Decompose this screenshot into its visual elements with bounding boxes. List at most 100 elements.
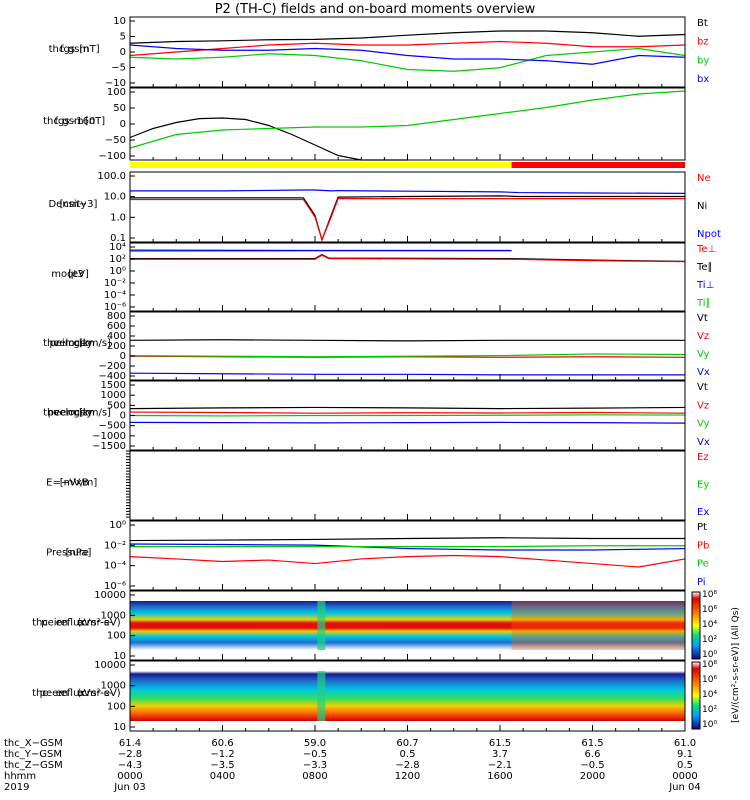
colorbar-title: [eV/(cm²-s-sr-eV)] (All Qs) [731, 607, 741, 723]
legend-entry-Ni: Ni [697, 201, 707, 212]
y-tick-label: 10 [113, 16, 126, 27]
y-axis-label-line: Density [48, 199, 86, 210]
series-line-by [129, 47, 686, 72]
colorbar-label: 10⁴ [702, 690, 717, 700]
y-tick-label: 10⁻⁴ [104, 561, 126, 572]
heatmap-gap [317, 671, 326, 721]
x-axis-value: 61.5 [489, 738, 511, 749]
x-axis-value: 1200 [395, 771, 420, 782]
x-axis-value: −2.1 [488, 760, 512, 771]
series-line-trace [129, 117, 408, 161]
legend-entry-Ne: Ne [697, 173, 711, 184]
y-axis-label-line: gsm [73, 338, 94, 349]
y-axis-label-line: gsm [68, 44, 89, 55]
legend-entry-Vz: Vz [697, 331, 709, 342]
y-tick-label: 400 [107, 331, 126, 342]
y-tick-label: 600 [107, 321, 126, 332]
y-tick-label: 100 [107, 631, 126, 642]
x-axis-value: 0000 [117, 771, 142, 782]
series-line-Vy [129, 353, 686, 358]
y-tick-label: 0 [120, 351, 126, 362]
heatmap-fill [130, 671, 685, 721]
y-axis-label-line: en [56, 688, 69, 699]
y-axis-label-line: thc [43, 116, 59, 127]
x-axis-value: −0.5 [580, 760, 604, 771]
y-axis-label-line: eV [78, 688, 91, 699]
y-axis-label-line: velocity [53, 338, 92, 349]
y-axis-label-line: [nT] [79, 44, 99, 55]
colorbar-label: 10⁶ [702, 605, 717, 615]
series-line-trace [129, 90, 686, 149]
x-axis-value: 59.0 [304, 738, 326, 749]
legend-entry-Pb: Pb [697, 540, 709, 551]
y-tick-label: 1000 [101, 610, 126, 621]
legend-entry-Vy: Vy [697, 419, 710, 430]
y-tick-label: 100.0 [97, 171, 126, 182]
legend-entry-Ti⊥: Ti⊥ [696, 280, 714, 291]
y-tick-label: 10⁻⁶ [104, 302, 126, 313]
y-axis-label-line: thc [49, 44, 65, 55]
y-tick-label: 1000 [101, 681, 126, 692]
x-axis-value: −3.5 [210, 760, 234, 771]
y-tick-label: 50 [113, 103, 126, 114]
x-axis-value: 61.4 [119, 738, 141, 749]
series-line-Vx [129, 421, 686, 424]
x-axis-value: 1600 [487, 771, 512, 782]
x-axis-value: 61.0 [674, 738, 696, 749]
series-line-Vt [129, 339, 685, 342]
x-axis-value: −2.8 [395, 760, 419, 771]
x-axis-value: 9.1 [677, 749, 693, 760]
y-axis-label-line: thc [32, 618, 48, 629]
y-tick-label: 10⁻⁴ [104, 290, 126, 301]
y-axis-label-line: eV [78, 618, 91, 629]
x-axis-row-label: thc_X−GSM [4, 738, 63, 749]
y-tick-label: 0 [120, 47, 126, 58]
y-axis-label-line: [eV] [68, 269, 89, 280]
y-tick-label: 0.1 [110, 233, 126, 244]
y-tick-label: −5 [111, 63, 126, 74]
y-tick-label: 10000 [94, 590, 126, 601]
colorbar-label: 10² [702, 635, 717, 645]
legend-entry-by: by [697, 55, 709, 66]
x-axis-value: Jun 04 [668, 782, 701, 793]
y-tick-label: 10² [109, 254, 126, 265]
y-axis-label-line: [mV/m] [60, 478, 98, 489]
colorbar-label: 10⁰ [702, 650, 717, 660]
colorbar-label: 10⁰ [702, 720, 717, 730]
y-axis-label-line: thc [43, 338, 59, 349]
y-tick-label: 200 [107, 341, 126, 352]
x-axis-value: 0.5 [400, 749, 416, 760]
colorbar [691, 661, 701, 730]
y-tick-label: 10⁻⁶ [104, 581, 126, 592]
y-axis-label-line: E=−VxB [46, 478, 89, 489]
x-axis-row-label: hhmm [4, 771, 36, 782]
series-line-Pi [129, 543, 686, 551]
colorbar-label: 10⁴ [702, 620, 717, 630]
x-axis-value: 61.5 [581, 738, 603, 749]
legend-entry-Pt: Pt [697, 522, 707, 533]
y-tick-label: 0 [120, 119, 126, 130]
legend-entry-Npot: Npot [697, 229, 721, 240]
y-tick-label: 1000 [101, 390, 126, 401]
y-axis-label-line: sr-eV) [91, 688, 120, 699]
x-axis-value: 0800 [302, 771, 327, 782]
y-tick-label: 10⁻² [104, 278, 126, 289]
y-tick-label: 10⁴ [109, 242, 126, 253]
y-axis-label: Density[cm−3] [48, 199, 97, 210]
series-line-Vy [129, 414, 686, 417]
y-axis-label-line: fgs [54, 116, 69, 127]
y-axis-label-line: peir [41, 618, 61, 629]
y-tick-label: −1000 [92, 431, 126, 442]
y-axis-label-line: [nT] [85, 116, 105, 127]
series-line-Vt [129, 406, 686, 410]
y-axis-label-line: en [56, 618, 69, 629]
legend-entry-Ex: Ex [697, 507, 709, 518]
legend-entry-Vx: Vx [697, 367, 710, 378]
y-axis-label-line: velocity [53, 408, 92, 419]
legend-entry-Bt: Bt [697, 18, 708, 29]
x-axis-value: 3.7 [492, 749, 508, 760]
legend-entry-Te⊥: Te⊥ [696, 244, 716, 255]
